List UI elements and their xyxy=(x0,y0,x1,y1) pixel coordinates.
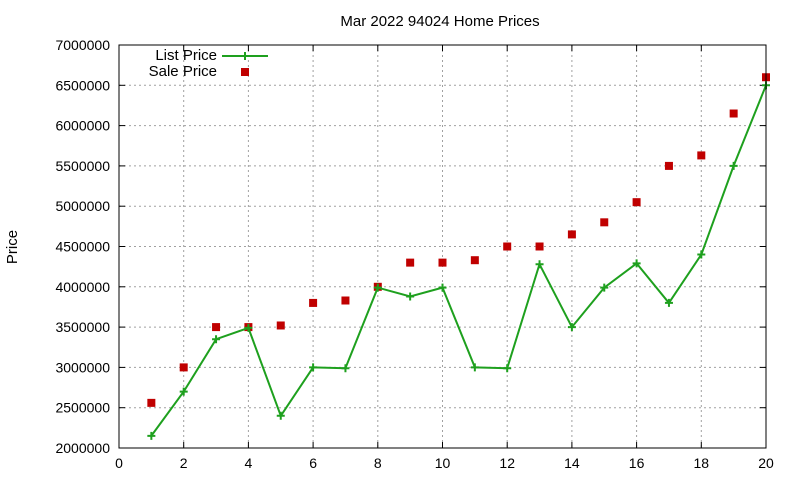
chart-title: Mar 2022 94024 Home Prices xyxy=(340,13,539,30)
x-tick-label: 18 xyxy=(694,455,710,471)
legend-label-list-price: List Price xyxy=(155,47,217,64)
x-tick-label: 4 xyxy=(245,455,253,471)
list-price-point xyxy=(276,411,285,420)
sale-price-point xyxy=(632,198,641,207)
y-tick-label: 3000000 xyxy=(55,359,110,375)
list-price-point xyxy=(179,387,188,396)
y-tick-label: 3500000 xyxy=(55,319,110,335)
sale-price-point xyxy=(406,258,415,267)
sale-price-point xyxy=(664,161,673,170)
sale-price-point xyxy=(470,256,479,265)
series-layer xyxy=(147,73,770,440)
x-tick-label: 8 xyxy=(374,455,382,471)
sale-price-point xyxy=(729,109,738,118)
list-price-point xyxy=(406,292,415,301)
sale-price-point xyxy=(438,258,447,267)
list-price-point xyxy=(697,250,706,259)
sale-price-point xyxy=(147,398,156,407)
list-price-point xyxy=(567,323,576,332)
list-price-point xyxy=(309,363,318,372)
sale-price-point xyxy=(503,242,512,251)
y-tick-label: 4500000 xyxy=(55,239,110,255)
list-price-point xyxy=(341,364,350,373)
x-tick-label: 2 xyxy=(180,455,188,471)
legend-label-sale-price: Sale Price xyxy=(149,63,217,80)
x-tick-label: 0 xyxy=(115,455,123,471)
x-tick-label: 12 xyxy=(499,455,515,471)
axis-ticks: 0 2 4 6 8 10 12 14 16 18 20 2000000 2500000 3000000 35… xyxy=(55,37,774,471)
sale-price-point xyxy=(276,321,285,330)
y-tick-label: 2000000 xyxy=(55,440,110,456)
legend-marker-list-price xyxy=(241,52,249,60)
list-price-point xyxy=(632,259,641,268)
y-axis-title: Price xyxy=(4,230,21,264)
y-tick-label: 5000000 xyxy=(55,198,110,214)
sale-price-point xyxy=(212,323,221,332)
y-tick-label: 2500000 xyxy=(55,400,110,416)
y-tick-label: 4000000 xyxy=(55,279,110,295)
list-price-point xyxy=(373,283,382,292)
y-tick-label: 7000000 xyxy=(55,37,110,53)
plot-frame xyxy=(118,44,767,449)
list-price-point xyxy=(729,161,738,170)
list-price-point xyxy=(470,363,479,372)
x-tick-label: 16 xyxy=(629,455,645,471)
list-price-point xyxy=(212,335,221,344)
list-price-point xyxy=(438,283,447,292)
y-tick-label: 6500000 xyxy=(55,77,110,93)
sale-price-point xyxy=(535,242,544,251)
x-tick-label: 14 xyxy=(564,455,580,471)
x-tick-label: 10 xyxy=(435,455,451,471)
sale-price-point xyxy=(697,151,706,160)
sale-price-point xyxy=(567,230,576,239)
sale-price-point xyxy=(309,298,318,307)
list-price-line xyxy=(150,84,767,437)
list-price-point xyxy=(535,260,544,269)
list-price-point xyxy=(503,364,512,373)
sale-price-point xyxy=(600,218,609,227)
legend-marker-sale-price xyxy=(241,68,249,76)
y-tick-label: 6000000 xyxy=(55,118,110,134)
x-tick-label: 6 xyxy=(309,455,317,471)
grid-lines xyxy=(119,45,766,448)
list-price-point xyxy=(147,431,156,440)
sale-price-point xyxy=(179,363,188,372)
list-price-point xyxy=(664,298,673,307)
y-tick-label: 5500000 xyxy=(55,158,110,174)
legend: List Price Sale Price xyxy=(149,47,268,80)
x-tick-label: 20 xyxy=(758,455,774,471)
sale-price-point xyxy=(341,296,350,305)
list-price-point xyxy=(600,283,609,292)
list-price-point xyxy=(244,323,253,332)
